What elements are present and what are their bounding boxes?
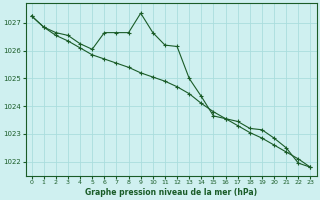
X-axis label: Graphe pression niveau de la mer (hPa): Graphe pression niveau de la mer (hPa): [85, 188, 257, 197]
